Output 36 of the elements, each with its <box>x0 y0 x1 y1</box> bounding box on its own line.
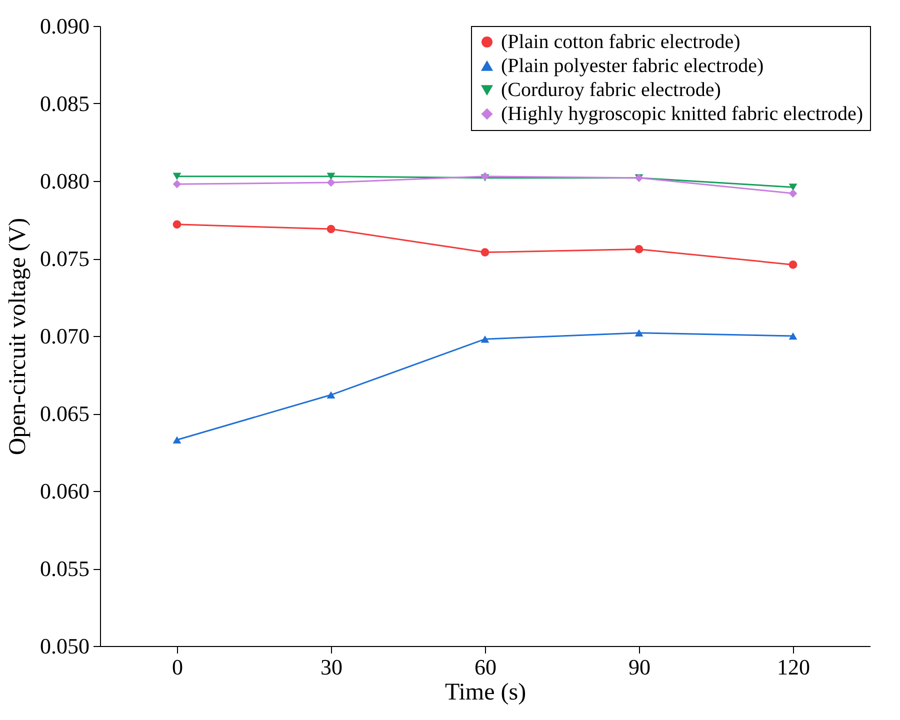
point <box>326 391 336 399</box>
point <box>480 248 490 256</box>
x-axis-title: Time (s) <box>444 680 526 706</box>
point <box>788 189 798 198</box>
point <box>172 172 182 180</box>
point <box>788 332 798 340</box>
point <box>172 436 182 444</box>
point <box>634 245 644 254</box>
y-tick-label: 0.075 <box>40 246 90 271</box>
point <box>788 184 798 191</box>
y-tick-label: 0.070 <box>40 324 90 348</box>
y-axis-title: Open-circuit voltage (V) <box>5 218 31 456</box>
legend-label: (Highly hygroscopic knitted fabric electrode) <box>501 103 864 125</box>
point <box>788 260 798 269</box>
legend-label: (Plain polyester fabric electrode) <box>501 55 764 77</box>
point <box>172 220 182 229</box>
y-tick-label: 0.090 <box>40 14 90 38</box>
y-tick-label: 0.055 <box>40 556 90 581</box>
x-tick-label: 0 <box>172 654 183 680</box>
x-tick-label: 120 <box>777 654 810 680</box>
point <box>326 178 336 187</box>
y-tick-label: 0.065 <box>40 401 90 426</box>
x-tick-label: 60 <box>474 654 496 680</box>
point <box>172 180 182 188</box>
point <box>480 335 490 343</box>
y-tick-label: 0.085 <box>40 91 90 116</box>
x-tick-label: 30 <box>320 654 342 680</box>
y-tick-label: 0.050 <box>40 634 90 658</box>
y-tick-label: 0.080 <box>40 168 90 194</box>
legend-label: (Corduroy fabric electrode) <box>501 79 721 101</box>
legend-label: (Plain cotton fabric electrode) <box>501 31 740 53</box>
y-tick-label: 0.060 <box>40 478 90 504</box>
x-tick-label: 90 <box>628 654 650 680</box>
point <box>326 172 336 180</box>
point <box>326 224 336 234</box>
point <box>634 329 644 337</box>
